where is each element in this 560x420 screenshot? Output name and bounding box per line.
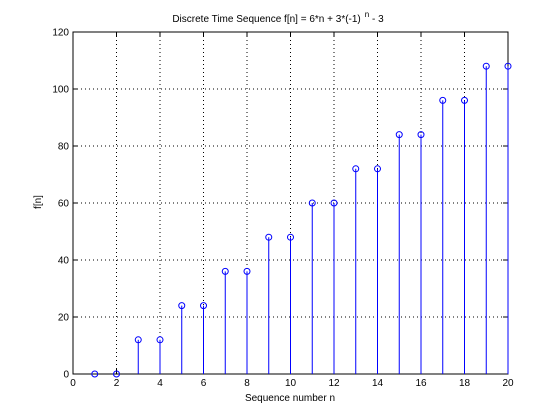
y-tick-label: 60	[58, 199, 70, 210]
stem-marker	[308, 199, 316, 207]
stem-marker	[352, 165, 360, 173]
stem-marker	[265, 233, 273, 241]
chart-title-suffix: - 3	[369, 14, 384, 25]
stem-marker	[461, 96, 468, 104]
stem-lines	[137, 66, 509, 374]
stem-marker	[178, 302, 186, 310]
x-tick-label: 16	[415, 378, 427, 389]
stem-marker	[134, 336, 142, 344]
x-tick-label: 6	[201, 378, 207, 389]
chart-title-superscript: n	[365, 10, 369, 19]
stem-marker	[439, 96, 447, 104]
x-tick-label: 14	[372, 378, 384, 389]
y-tick-label: 100	[52, 85, 69, 96]
stem-markers	[91, 62, 512, 378]
stem-marker	[221, 267, 229, 275]
stem-marker	[504, 62, 512, 70]
stem-marker	[113, 370, 120, 378]
y-tick-label: 20	[58, 313, 70, 324]
stem-marker	[91, 370, 99, 378]
stem-marker	[200, 302, 207, 310]
x-tick-label: 4	[157, 378, 163, 389]
x-tick-label: 18	[459, 378, 471, 389]
y-tick-label: 40	[58, 256, 70, 267]
stem-marker	[374, 165, 381, 173]
chart-title: Discrete Time Sequence f[n] = 6*n + 3*(-…	[172, 10, 384, 25]
x-tick-label: 12	[328, 378, 340, 389]
stem-marker	[287, 233, 294, 241]
x-tick-label: 10	[285, 378, 297, 389]
stem-marker	[482, 62, 490, 70]
x-tick-label: 8	[244, 378, 250, 389]
stem-marker	[243, 267, 251, 275]
stem-marker	[156, 336, 164, 344]
x-tick-label: 0	[70, 378, 76, 389]
tick-labels: 0 2 4 6 8 10 12 14 16 18 20 0 20 40 60 80 100 120	[52, 28, 514, 390]
x-tick-label: 20	[502, 378, 514, 389]
y-tick-label: 120	[52, 28, 69, 39]
stem-marker	[417, 131, 425, 139]
chart-title-main: Discrete Time Sequence f[n] = 6*n + 3*(-…	[172, 14, 360, 25]
x-tick-label: 2	[114, 378, 120, 389]
stem-marker	[330, 199, 338, 207]
y-axis-label: f[n]	[33, 195, 44, 209]
y-tick-label: 80	[58, 142, 70, 153]
x-axis-label: Sequence number n	[245, 393, 335, 404]
stem-marker	[395, 131, 403, 139]
y-tick-label: 0	[63, 370, 69, 381]
